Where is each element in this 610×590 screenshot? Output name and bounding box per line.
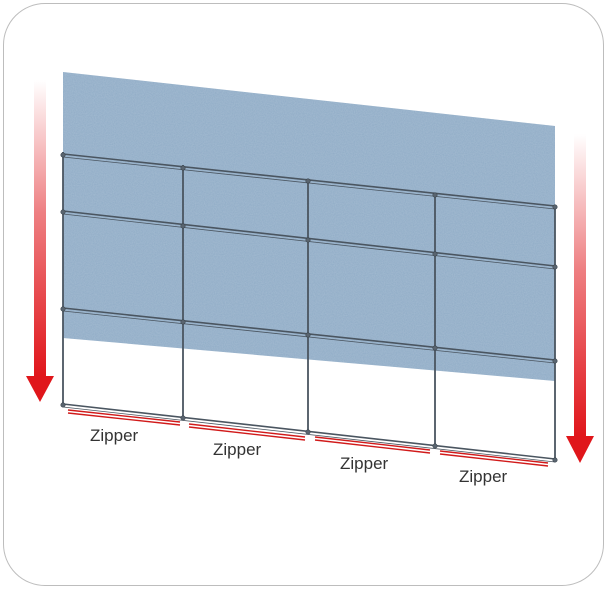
zipper-line-2a (188, 423, 306, 438)
joint (305, 332, 311, 338)
joint (60, 306, 66, 312)
joint (305, 237, 311, 243)
zipper-lines (67, 409, 549, 467)
joint (432, 251, 438, 257)
joint (552, 264, 558, 270)
zipper-line-4b (439, 453, 549, 467)
joint (552, 358, 558, 364)
joint (432, 345, 438, 351)
joint (432, 192, 438, 198)
zipper-line-2b (188, 426, 306, 441)
left-down-arrow-icon (26, 80, 54, 402)
joint (180, 415, 186, 421)
right-down-arrow-icon (566, 134, 594, 463)
joint (60, 209, 66, 215)
curtain-fabric (63, 72, 555, 381)
frame-rail-bottom-inner (62, 406, 556, 463)
zipper-label-3: Zipper (340, 454, 389, 473)
joint (305, 178, 311, 184)
zipper-line-4a (439, 450, 549, 464)
joint (180, 319, 186, 325)
zipper-line-1b (67, 412, 181, 426)
joint (60, 152, 66, 158)
zipper-label-2: Zipper (213, 440, 262, 459)
joint (180, 223, 186, 229)
frame-posts (62, 152, 556, 461)
frame-joints (60, 152, 558, 463)
joint (552, 204, 558, 210)
zipper-label-4: Zipper (459, 467, 508, 486)
zipper-label-1: Zipper (90, 426, 139, 445)
joint (552, 457, 558, 463)
zipper-line-3a (314, 436, 431, 451)
joint (305, 429, 311, 435)
joint (180, 165, 186, 171)
joint (432, 443, 438, 449)
zipper-line-1a (67, 409, 181, 423)
zipper-line-3b (314, 439, 431, 454)
joint (60, 402, 66, 408)
